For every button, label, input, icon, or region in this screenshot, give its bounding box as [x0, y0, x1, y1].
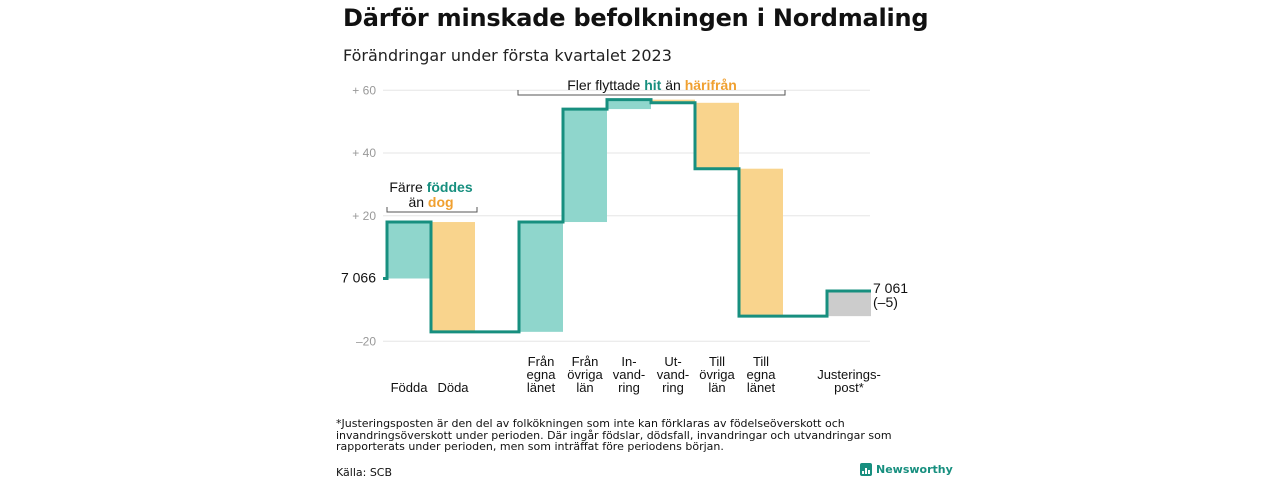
x-tick-label: In-vand-ring: [613, 354, 646, 395]
end-change-label: (–5): [873, 294, 898, 310]
waterfall-bar: [607, 99, 651, 110]
x-tick-label: Från egna länet: [527, 354, 557, 395]
start-value-label: 7 066: [341, 270, 376, 286]
annotation-left-bracket: [386, 207, 478, 213]
brand: Newsworthy: [860, 463, 953, 476]
waterfall-bar: [827, 291, 871, 317]
chart-title: Därför minskade befolkningen i Nordmalin…: [343, 4, 929, 32]
waterfall-bar: [739, 168, 783, 317]
end-value-label: 7 061: [873, 280, 908, 296]
y-tick-label: + 20: [352, 209, 376, 223]
y-tick-label: –20: [356, 334, 376, 348]
y-tick-label: + 40: [352, 146, 376, 160]
x-tick-label: Ut-vand-ring: [657, 354, 690, 395]
x-tick-label: Döda: [437, 380, 469, 395]
newsworthy-logo-icon: [860, 463, 872, 476]
waterfall-bar: [563, 109, 607, 223]
annotation-right-bracket: [517, 90, 786, 96]
source-label: Källa: SCB: [336, 466, 393, 479]
x-tick-label: Justerings-post*: [817, 367, 881, 395]
waterfall-bar: [431, 222, 475, 332]
brand-label: Newsworthy: [876, 463, 953, 476]
waterfall-bar: [519, 222, 563, 332]
chart-subtitle: Förändringar under första kvartalet 2023: [343, 46, 672, 65]
waterfall-bar: [651, 99, 695, 103]
x-tick-label: Till övriga län: [699, 354, 735, 395]
running-total-line: [383, 98, 871, 334]
y-tick-label: + 60: [352, 83, 376, 97]
waterfall-bar: [695, 102, 739, 169]
annotation-left-line1: Färre föddes: [389, 179, 472, 195]
annotation-left-line2: än dog: [408, 194, 453, 210]
x-tick-label: Till egna länet: [747, 354, 777, 395]
annotation-right: Fler flyttade hit än härifrån: [567, 77, 737, 93]
footnote: *Justeringsposten är den del av folkökni…: [336, 417, 892, 453]
x-tick-label: Från övriga län: [567, 354, 603, 395]
waterfall-bar: [387, 222, 431, 279]
x-tick-label: Födda: [391, 380, 429, 395]
